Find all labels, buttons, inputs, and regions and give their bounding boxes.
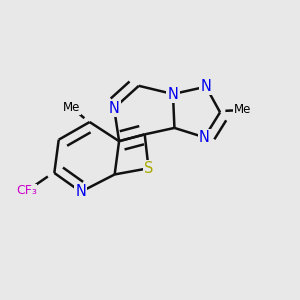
Text: S: S [144,161,153,176]
Text: N: N [75,184,86,199]
Text: N: N [109,101,119,116]
Text: Me: Me [233,103,251,116]
Text: CF₃: CF₃ [16,184,37,197]
Text: N: N [167,87,178,102]
Text: N: N [200,79,211,94]
Text: Me: Me [63,101,80,114]
Text: N: N [199,130,210,145]
